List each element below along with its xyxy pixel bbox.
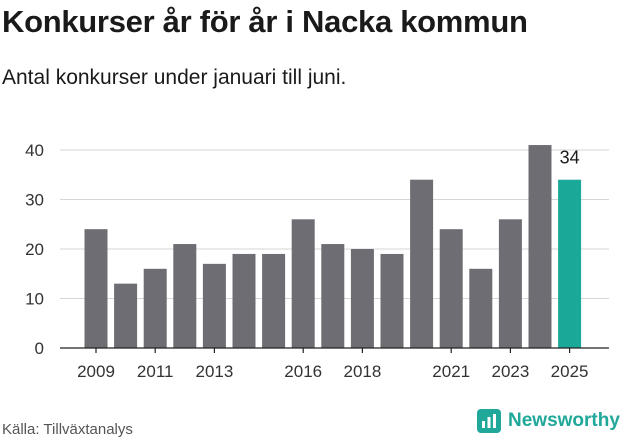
data-labels: 34 xyxy=(560,148,580,168)
bars xyxy=(84,145,582,348)
x-tick-label: 2009 xyxy=(77,362,115,381)
source-note: Källa: Tillväxtanalys xyxy=(2,421,133,438)
y-tick-label: 0 xyxy=(35,339,44,358)
y-tick-label: 20 xyxy=(25,240,44,259)
y-tick-label: 40 xyxy=(25,141,44,160)
bar-2022 xyxy=(469,268,493,348)
x-tick-label: 2025 xyxy=(551,362,589,381)
y-tick-label: 10 xyxy=(25,290,44,309)
x-tick-label: 2018 xyxy=(343,362,381,381)
bar-2016 xyxy=(291,219,315,348)
bar-2014 xyxy=(232,253,256,348)
x-tick-label: 2013 xyxy=(195,362,233,381)
x-tick-label: 2023 xyxy=(491,362,529,381)
bar-2024 xyxy=(528,145,552,348)
bar-2015 xyxy=(262,253,286,348)
x-tick-label: 2016 xyxy=(284,362,322,381)
data-label-2025: 34 xyxy=(560,148,580,168)
newsworthy-logo-icon xyxy=(477,409,501,433)
bar-2025 xyxy=(558,179,582,348)
bar-2009 xyxy=(84,229,108,348)
brand-logo: Newsworthy xyxy=(476,408,620,434)
bar-2010 xyxy=(114,283,138,348)
bar-2012 xyxy=(173,244,197,348)
bar-2020 xyxy=(410,179,434,348)
bar-2021 xyxy=(439,229,463,348)
x-tick-label: 2021 xyxy=(432,362,470,381)
bar-2019 xyxy=(380,253,404,348)
brand-name: Newsworthy xyxy=(508,410,620,431)
bar-2018 xyxy=(350,249,374,348)
y-axis-ticks: 0 10 20 30 40 xyxy=(25,141,44,358)
chart-subtitle: Antal konkurser under januari till juni. xyxy=(2,66,347,89)
chart-title: Konkurser år för år i Nacka kommun xyxy=(2,4,528,39)
bar-2013 xyxy=(202,263,226,348)
x-axis-ticks: 2009 2011 2013 2016 2018 2021 2023 2025 xyxy=(77,348,589,381)
y-tick-label: 30 xyxy=(25,191,44,210)
bar-2011 xyxy=(143,268,167,348)
x-tick-label: 2011 xyxy=(137,362,174,381)
bar-2017 xyxy=(321,244,345,348)
bar-2023 xyxy=(498,219,522,348)
